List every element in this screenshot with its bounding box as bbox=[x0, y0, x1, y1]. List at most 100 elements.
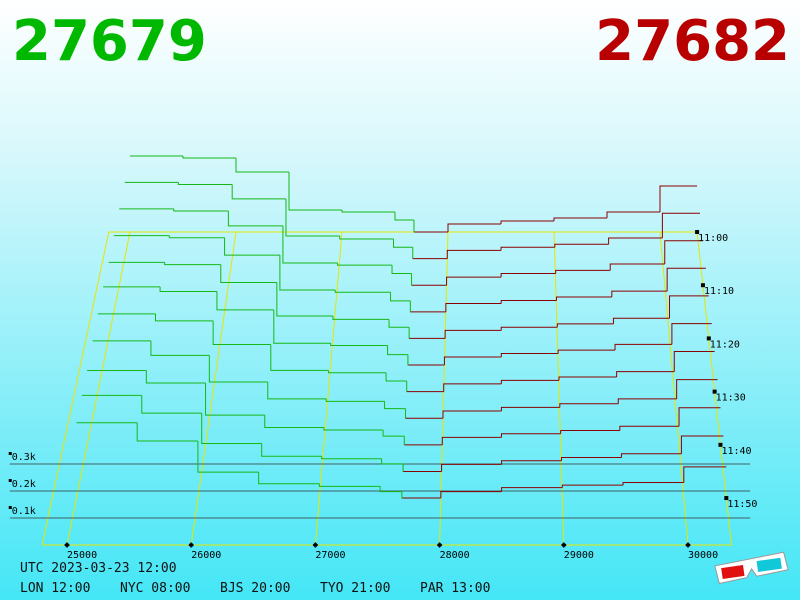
depth-tick-label: 0.3k bbox=[12, 452, 36, 463]
utc-time: UTC 2023-03-23 12:00 bbox=[20, 561, 177, 576]
bid-depth-step bbox=[388, 319, 410, 328]
bid-depth-step bbox=[327, 370, 387, 374]
ask-depth-step bbox=[606, 211, 660, 218]
tick-marker bbox=[560, 542, 567, 548]
grid-edge bbox=[41, 231, 110, 546]
bid-depth-step bbox=[394, 212, 414, 221]
tick-marker bbox=[188, 542, 195, 548]
3d-glasses-icon bbox=[714, 551, 789, 585]
time-tick-label: 11:00 bbox=[698, 233, 728, 244]
bid-depth-step bbox=[173, 208, 229, 212]
x-tick-label: 27000 bbox=[315, 550, 345, 561]
ask-depth-step bbox=[680, 435, 724, 454]
grid-line bbox=[190, 231, 237, 546]
ask-depth-step bbox=[560, 429, 620, 434]
bid-depth-step bbox=[325, 398, 385, 402]
bid-depth-step bbox=[227, 211, 283, 227]
depth-plot: 25000 26000 27000 28000 29000 30000 0.1k 0.2k 0.… bbox=[8, 155, 757, 561]
ask-depth-step bbox=[661, 212, 701, 239]
bid-depth-step bbox=[321, 456, 382, 460]
bid-depth-step bbox=[273, 309, 331, 344]
bid-price: 27679 bbox=[12, 9, 207, 74]
time-marker bbox=[695, 230, 700, 234]
bid-depth-step bbox=[231, 184, 286, 200]
ask-depth-step bbox=[558, 376, 617, 381]
time-tick-label: 11:40 bbox=[721, 446, 751, 457]
bid-depth-step bbox=[141, 395, 202, 414]
ask-depth-step bbox=[611, 290, 668, 298]
bid-depth-step bbox=[220, 264, 277, 283]
bid-depth-step bbox=[276, 282, 333, 317]
ask-depth-step bbox=[609, 263, 665, 271]
ask-depth-step bbox=[444, 329, 502, 339]
bid-depth-step bbox=[332, 316, 390, 320]
bid-depth-step bbox=[282, 225, 338, 264]
grid-line bbox=[659, 231, 689, 546]
bid-depth-step bbox=[164, 262, 221, 266]
ask-depth-step bbox=[500, 433, 561, 438]
ask-depth-step bbox=[659, 185, 698, 212]
ask-depth-step bbox=[666, 267, 706, 292]
tick-marker bbox=[8, 452, 12, 455]
bid-depth-step bbox=[258, 472, 320, 485]
bid-depth-step bbox=[288, 172, 342, 211]
ask-depth-step bbox=[500, 273, 556, 278]
city-clock: TYO 21:00 bbox=[320, 581, 390, 596]
ask-depth-step bbox=[441, 436, 502, 445]
time-marker bbox=[706, 336, 711, 341]
ask-depth-step bbox=[556, 323, 614, 328]
ask-depth-step bbox=[555, 296, 612, 301]
bid-depth-step bbox=[177, 182, 233, 185]
tick-marker bbox=[436, 542, 443, 548]
ask-depth-step bbox=[664, 240, 703, 265]
bid-depth-step bbox=[224, 237, 280, 256]
time-marker bbox=[718, 442, 723, 447]
ask-depth-step bbox=[501, 460, 562, 465]
bid-depth-step bbox=[339, 235, 394, 240]
tick-marker bbox=[8, 479, 12, 482]
bid-depth-step bbox=[391, 265, 412, 275]
ask-depth-step bbox=[443, 383, 502, 392]
ask-depth-step bbox=[441, 463, 502, 472]
bid-depth-step bbox=[159, 286, 217, 293]
bid-depth-step bbox=[201, 413, 262, 445]
bid-depth-step bbox=[384, 401, 406, 410]
ask-depth-step bbox=[676, 379, 718, 399]
bid-depth-step bbox=[216, 291, 274, 311]
tick-marker bbox=[8, 506, 12, 509]
bid-depth-step bbox=[270, 344, 329, 371]
ask-depth-step bbox=[616, 371, 675, 378]
ask-depth-step bbox=[622, 481, 684, 486]
bid-depth-step bbox=[212, 320, 271, 345]
tick-marker bbox=[685, 542, 691, 548]
ask-depth-step bbox=[683, 466, 727, 483]
city-clock: NYC 08:00 bbox=[120, 581, 190, 596]
bid-depth-step bbox=[205, 382, 265, 416]
bid-depth-step bbox=[168, 235, 225, 239]
time-tick-label: 11:30 bbox=[716, 393, 746, 404]
ask-depth-step bbox=[500, 220, 554, 224]
x-tick-label: 26000 bbox=[191, 550, 221, 561]
grid-line bbox=[314, 231, 343, 546]
ask-depth-step bbox=[446, 276, 502, 286]
ask-depth-step bbox=[555, 269, 611, 274]
x-tick-label: 30000 bbox=[688, 550, 718, 561]
depth-tick-label: 0.1k bbox=[12, 506, 36, 517]
grid-line bbox=[66, 231, 131, 546]
ask-depth-step bbox=[501, 487, 563, 492]
ask-depth-step bbox=[445, 303, 502, 312]
ask-depth-step bbox=[500, 299, 557, 304]
time-tick-label: 11:20 bbox=[710, 339, 740, 350]
city-clock: PAR 13:00 bbox=[420, 581, 490, 596]
ask-depth-step bbox=[440, 491, 502, 499]
ask-depth-step bbox=[620, 453, 682, 458]
bid-depth-step bbox=[197, 440, 259, 473]
ask-depth-step bbox=[612, 317, 670, 324]
ask-depth-step bbox=[443, 356, 502, 366]
bid-depth-step bbox=[330, 343, 388, 346]
tick-marker bbox=[312, 542, 319, 548]
time-marker bbox=[724, 496, 729, 501]
ask-depth-step bbox=[678, 407, 721, 427]
